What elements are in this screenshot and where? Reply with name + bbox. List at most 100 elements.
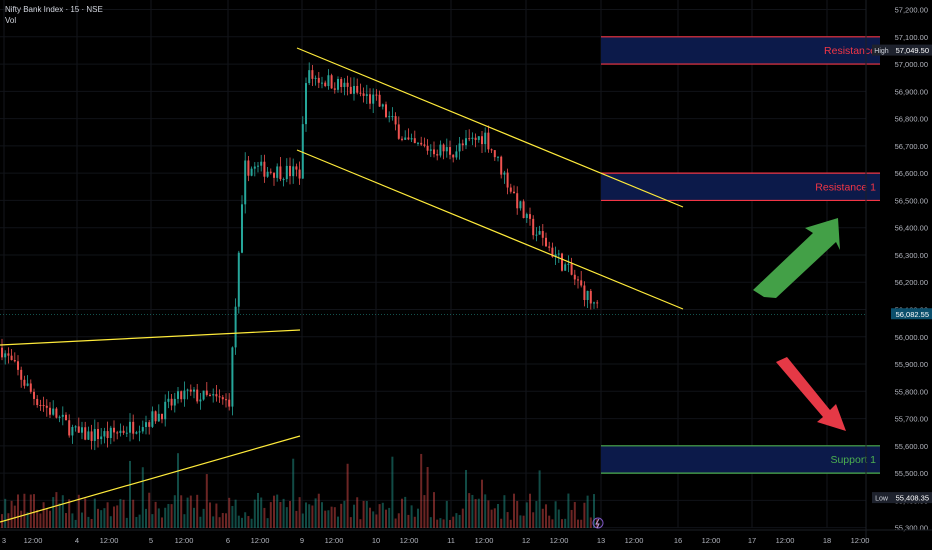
candle-body bbox=[493, 150, 496, 158]
candle bbox=[71, 424, 74, 444]
low-price-tag-label: Low bbox=[875, 496, 889, 503]
candle-body bbox=[557, 253, 560, 255]
volume-bar bbox=[106, 502, 109, 528]
volume-bar bbox=[532, 512, 535, 528]
high-price: High 57,049.50 bbox=[872, 44, 932, 56]
volume-bar bbox=[266, 518, 269, 528]
candle-body bbox=[132, 421, 135, 434]
candle bbox=[346, 75, 349, 96]
candle-body bbox=[282, 179, 285, 181]
volume-bar bbox=[381, 502, 384, 528]
volume-bar bbox=[253, 499, 256, 528]
zone-3: Support 1 bbox=[601, 445, 880, 474]
channel-upper-line bbox=[296, 47, 684, 208]
candle-body bbox=[269, 171, 272, 173]
low-price: Low 55,408.35 bbox=[872, 492, 932, 504]
volume-bar bbox=[554, 501, 557, 528]
candle bbox=[125, 426, 128, 438]
candle bbox=[141, 420, 144, 434]
candle bbox=[228, 393, 231, 411]
candle-body bbox=[273, 172, 275, 178]
volume-bar bbox=[212, 516, 215, 528]
volume-bar bbox=[170, 504, 173, 528]
volume-bar bbox=[500, 518, 503, 528]
volume-bar bbox=[516, 500, 519, 528]
volume-bar bbox=[7, 513, 10, 528]
candle bbox=[106, 421, 109, 448]
volume-bar bbox=[145, 508, 147, 528]
candle bbox=[285, 158, 288, 183]
candle bbox=[173, 392, 176, 413]
volume-bar bbox=[113, 506, 115, 528]
candle-body bbox=[141, 427, 144, 432]
volume-bar bbox=[522, 515, 525, 528]
candle bbox=[212, 388, 215, 403]
candle bbox=[237, 250, 240, 314]
volume-bar bbox=[321, 502, 323, 528]
zone-2: Resistance 1 bbox=[601, 172, 880, 202]
candle-body bbox=[551, 247, 554, 257]
volume-bar bbox=[394, 518, 397, 528]
candle bbox=[311, 65, 314, 87]
candle bbox=[148, 419, 151, 435]
candle-body bbox=[42, 405, 45, 407]
candle bbox=[340, 77, 343, 93]
candle-body bbox=[445, 147, 448, 152]
volume-bars bbox=[1, 453, 599, 528]
candle bbox=[577, 276, 579, 289]
volume-bar bbox=[346, 463, 349, 528]
candle-body bbox=[183, 390, 186, 400]
candle bbox=[10, 348, 13, 361]
time-axis[interactable]: 3 12:00 4 12:00 5 12:00 6 12:00 9 12:00 10 12:00 11 1… bbox=[0, 529, 932, 545]
zone-label: Resistance bbox=[824, 45, 876, 57]
volume-bar bbox=[404, 496, 407, 528]
candle-body bbox=[317, 77, 320, 83]
candle bbox=[292, 158, 295, 184]
candle bbox=[375, 89, 378, 101]
volume-bar bbox=[301, 513, 304, 528]
candle-body bbox=[548, 246, 551, 248]
volume-bar bbox=[548, 515, 551, 528]
volume-bar bbox=[151, 514, 154, 528]
volume-bar bbox=[196, 494, 199, 528]
candle bbox=[74, 425, 77, 432]
candle-body bbox=[164, 401, 167, 420]
volume-bar bbox=[356, 497, 359, 528]
candle-body bbox=[465, 138, 467, 146]
volume-bar bbox=[58, 503, 61, 528]
candle-body bbox=[532, 218, 535, 236]
candle-body bbox=[52, 408, 55, 415]
volume-bar bbox=[375, 514, 378, 528]
volume-bar bbox=[577, 519, 579, 528]
candle-body bbox=[452, 154, 455, 158]
candle bbox=[330, 73, 333, 89]
candle-body bbox=[391, 116, 394, 118]
candle bbox=[33, 388, 35, 406]
candle-body bbox=[45, 405, 48, 408]
volume-bar bbox=[567, 493, 570, 528]
candle bbox=[519, 200, 522, 211]
candle-body bbox=[209, 394, 211, 396]
candle bbox=[260, 154, 263, 172]
candle-body bbox=[365, 94, 368, 96]
volume-bar bbox=[65, 513, 67, 528]
candle bbox=[333, 82, 336, 94]
candle-body bbox=[589, 290, 592, 304]
volume-bar bbox=[90, 518, 93, 528]
volume-bar bbox=[442, 519, 445, 528]
candle-body bbox=[321, 82, 323, 84]
candle bbox=[266, 167, 269, 178]
candle bbox=[20, 366, 23, 388]
volume-bar bbox=[234, 499, 237, 528]
candle-body bbox=[567, 263, 570, 265]
volume-bar bbox=[525, 502, 528, 528]
current-price-value-box bbox=[891, 308, 932, 320]
candle-body bbox=[327, 75, 330, 87]
volume-bar bbox=[122, 499, 125, 528]
volume-bar bbox=[209, 502, 211, 528]
candle bbox=[343, 78, 346, 96]
volume-bar bbox=[26, 512, 29, 528]
candle-body bbox=[583, 285, 586, 300]
